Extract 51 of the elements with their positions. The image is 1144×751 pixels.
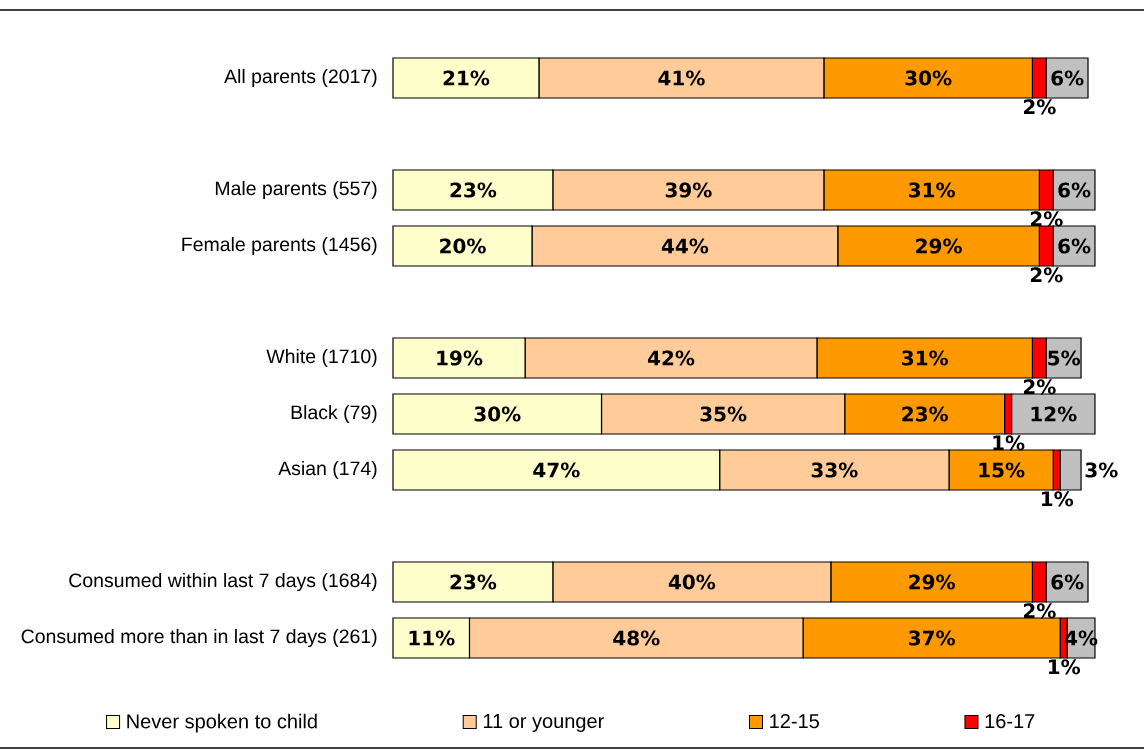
data-label: 21% [443,70,490,86]
data-label: 44% [661,238,709,254]
data-label: 47% [533,462,580,478]
data-label: 23% [450,182,497,198]
data-label: 2% [1030,267,1063,283]
data-label: 29% [916,238,962,254]
data-label: 3% [1085,462,1118,478]
data-label: 11% [409,630,455,646]
data-label: 1% [993,435,1025,451]
data-label: 29% [909,574,955,590]
y-tick-label: Male parents (557) [215,180,377,200]
data-label: 33% [811,462,858,478]
data-label: 42% [647,350,695,366]
data-label: 31% [909,182,955,198]
data-label: 30% [905,70,952,86]
data-label: 5% [1048,350,1081,366]
y-tick-label: Asian (174) [278,460,377,480]
data-label: 2% [1023,603,1056,619]
data-label: 23% [902,406,948,422]
data-label: 48% [613,630,660,646]
y-tick-label: Consumed within last 7 days (1684) [69,572,377,592]
data-label: 20% [440,238,486,254]
data-label: 2% [1030,211,1063,227]
data-label: 30% [474,406,521,422]
y-tick-label: Consumed more than in last 7 days (261) [21,628,377,648]
data-label: 6% [1058,182,1091,198]
data-label: 19% [437,350,483,366]
y-tick-label: Female parents (1456) [182,236,377,256]
data-label: 12% [1031,406,1077,422]
y-tick-label: All parents (2017) [224,68,377,88]
data-label: 23% [450,574,497,590]
data-label: 2% [1023,99,1056,115]
data-label: 2% [1023,379,1056,395]
legend-label: 12-15 [770,714,819,729]
data-label: 6% [1051,574,1084,590]
legend-label: 11 or younger [483,714,604,733]
legend-label: 16-17 [985,714,1035,729]
data-label: 1% [1048,659,1081,675]
data-label: 15% [979,462,1025,478]
y-tick-label: Black (79) [291,404,377,424]
data-label: 6% [1051,70,1084,86]
data-label: 40% [668,574,716,590]
data-label: 31% [902,350,948,366]
data-label: 1% [1042,491,1074,507]
data-label: 39% [665,182,712,198]
data-label: 37% [909,630,955,646]
legend-label: Never spoken to child [127,713,317,733]
y-tick-label: White (1710) [266,348,377,368]
data-label: 35% [700,406,747,422]
data-label: 6% [1058,238,1091,254]
data-label: 41% [658,70,705,86]
